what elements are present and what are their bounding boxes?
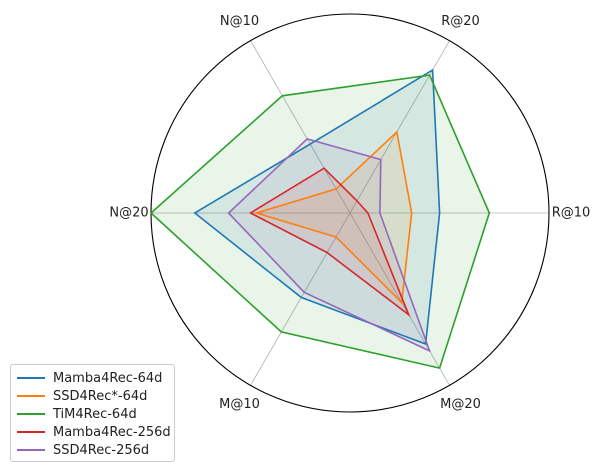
axis-spoke-n10 — [250, 40, 351, 214]
series-line-tim4rec-64d — [149, 74, 491, 370]
legend-label: SSD4Rec*-64d — [53, 388, 148, 404]
series-line-ssd4rec-256d — [227, 138, 432, 353]
series-line-ssd4rec-64d — [253, 130, 413, 305]
axis-labels: R@10 R@20 N@10 N@20 M@10 M@20 — [109, 14, 590, 412]
series-fill-ssd4rec-64d — [256, 132, 412, 303]
series-fills — [151, 70, 490, 369]
legend-item-mamba4rec-64d: Mamba4Rec-64d — [17, 369, 174, 387]
legend-item-tim4rec-64d: TiM4Rec-64d — [17, 405, 174, 423]
axis-label-n20: N@20 — [109, 206, 148, 221]
legend-label: Mamba4Rec-256d — [53, 424, 171, 440]
legend-item-ssd4rec-256d: SSD4Rec-256d — [17, 441, 174, 459]
legend-item-mamba4rec-256d: Mamba4Rec-256d — [17, 423, 174, 441]
axis-label-m20: M@20 — [440, 397, 481, 412]
axis-label-r20: R@20 — [441, 14, 480, 29]
series-fill-ssd4rec-256d — [228, 138, 430, 351]
series-line-mamba4rec-64d — [193, 68, 441, 346]
legend-item-ssd4rec-64d: SSD4Rec*-64d — [17, 387, 174, 405]
legend-label: Mamba4Rec-64d — [53, 370, 163, 386]
legend-swatch — [17, 431, 45, 433]
series-lines — [149, 68, 491, 370]
legend-swatch — [17, 413, 45, 415]
series-line-mamba4rec-256d — [248, 167, 411, 318]
series-fill-mamba4rec-256d — [250, 168, 409, 315]
axis-label-m10: M@10 — [219, 397, 260, 412]
legend: Mamba4Rec-64d SSD4Rec*-64d TiM4Rec-64d Mamb… — [10, 364, 175, 462]
legend-swatch — [17, 449, 45, 451]
axis-label-n10: N@10 — [220, 14, 259, 29]
axis-label-r10: R@10 — [552, 206, 591, 221]
legend-label: SSD4Rec-256d — [53, 442, 150, 458]
legend-swatch — [17, 377, 45, 379]
legend-swatch — [17, 395, 45, 397]
legend-label: TiM4Rec-64d — [53, 406, 137, 422]
axis-spoke-m10 — [250, 212, 351, 386]
series-fill-tim4rec-64d — [151, 75, 490, 369]
axis-spoke-m20 — [349, 212, 450, 386]
series-fill-mamba4rec-64d — [194, 70, 440, 344]
